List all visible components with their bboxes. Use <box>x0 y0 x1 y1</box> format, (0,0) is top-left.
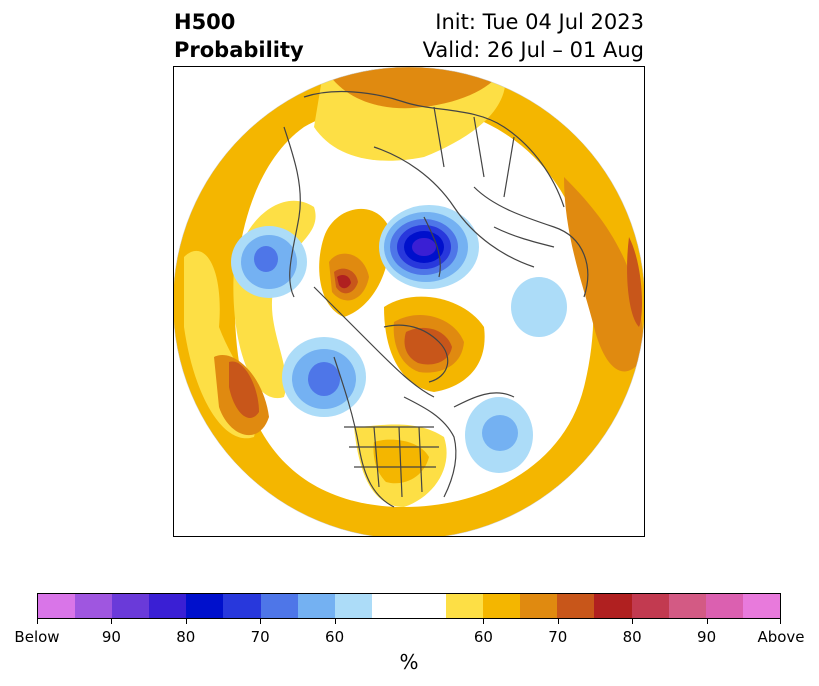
above-70-band <box>324 67 504 109</box>
above-75-band <box>627 237 642 327</box>
colorbar-tick-label: 90 <box>697 628 717 646</box>
colorbar-swatch <box>483 594 521 618</box>
above-70-band <box>564 177 644 372</box>
above-65-area <box>373 439 429 484</box>
colorbar-swatch <box>631 594 669 618</box>
colorbar-swatch <box>260 594 298 618</box>
colorbar-swatch <box>38 594 76 618</box>
colorbar-tick-mark <box>483 619 484 624</box>
colorbar-tick-mark <box>37 619 38 624</box>
colorbar-swatch <box>668 594 706 618</box>
probability-field <box>174 67 644 536</box>
colorbar-unit-label: % <box>399 650 419 674</box>
colorbar-tick-label: 90 <box>101 628 121 646</box>
colorbar-tick-mark <box>260 619 261 624</box>
title-variable: H500 <box>174 10 236 34</box>
colorbar-tick-mark <box>780 619 781 624</box>
colorbar-swatch <box>520 594 558 618</box>
colorbar-swatch <box>75 594 113 618</box>
below-normal-siberia <box>379 205 479 289</box>
title-metric: Probability <box>174 38 304 62</box>
colorbar-swatch <box>371 594 409 618</box>
colorbar-swatch <box>186 594 224 618</box>
colorbar-tick-mark <box>186 619 187 624</box>
colorbar-swatch <box>112 594 150 618</box>
colorbar-swatch <box>557 594 595 618</box>
colorbar-swatch <box>149 594 187 618</box>
colorbar-swatch <box>297 594 335 618</box>
colorbar-tick-label: 60 <box>325 628 345 646</box>
colorbar-tick-label: Above <box>757 628 805 646</box>
colorbar-tick-label: 60 <box>473 628 493 646</box>
above-80-area <box>337 275 351 289</box>
below-normal-europe <box>511 277 567 337</box>
colorbar-swatch <box>705 594 743 618</box>
colorbar-swatch <box>446 594 484 618</box>
map-title: H500 Probability <box>174 8 304 64</box>
colorbar-swatch <box>742 594 780 618</box>
colorbar-tick-label: 80 <box>176 628 196 646</box>
colorbar-swatch <box>594 594 632 618</box>
below-normal-gulf-alaska <box>282 337 366 417</box>
valid-range: Valid: 26 Jul – 01 Aug <box>422 38 644 62</box>
colorbar-tick-label: 70 <box>250 628 270 646</box>
colorbar-swatch <box>223 594 261 618</box>
land-outlines <box>283 90 589 508</box>
polar-map <box>173 66 645 537</box>
probability-map-svg <box>174 67 644 536</box>
colorbar-tick-mark <box>558 619 559 624</box>
colorbar-tick-label: 70 <box>548 628 568 646</box>
colorbar-tick-mark <box>111 619 112 624</box>
init-date: Init: Tue 04 Jul 2023 <box>435 10 644 34</box>
colorbar-tick-label: 80 <box>622 628 642 646</box>
above-75-band <box>229 361 259 418</box>
forecast-dates: Init: Tue 04 Jul 2023 Valid: 26 Jul – 01… <box>423 8 644 64</box>
below-normal-atlantic <box>465 397 533 473</box>
colorbar-tick-mark <box>632 619 633 624</box>
colorbar-tick-label: Below <box>14 628 60 646</box>
probability-colorbar <box>37 593 781 619</box>
colorbar-tick-mark <box>707 619 708 624</box>
colorbar-tick-mark <box>335 619 336 624</box>
colorbar-swatch <box>408 594 447 618</box>
below-normal-pacific <box>231 226 307 298</box>
colorbar-swatch <box>334 594 372 618</box>
above-75-area <box>404 327 452 365</box>
